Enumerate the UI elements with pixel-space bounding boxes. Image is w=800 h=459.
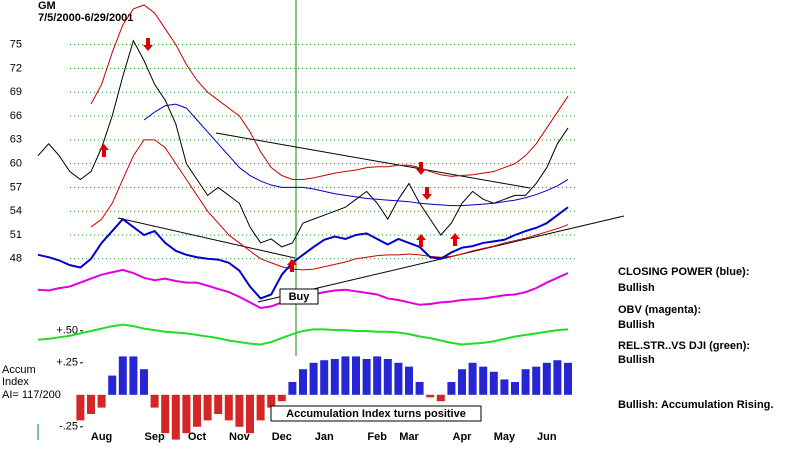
x-tick-label: Oct <box>188 431 207 443</box>
bar <box>489 371 498 395</box>
series-line <box>37 206 569 300</box>
bar <box>171 394 180 440</box>
bar <box>436 394 445 402</box>
bar <box>288 382 297 395</box>
bar <box>521 369 530 395</box>
bar <box>447 382 456 395</box>
bar <box>532 366 541 395</box>
indicator-label: OBV (magenta): <box>618 304 701 316</box>
y-tick-label: 63 <box>10 134 22 146</box>
series-line <box>143 103 569 207</box>
signal-arrows <box>99 38 460 272</box>
trend-lines <box>117 132 625 303</box>
bar <box>468 362 477 395</box>
bar <box>224 394 233 421</box>
y-tick-label: 60 <box>10 158 22 170</box>
annotation: Accumulation Index turns positive <box>286 408 466 420</box>
y-tick-label: -.25 <box>59 421 78 433</box>
bar <box>383 358 392 395</box>
bar <box>553 360 562 395</box>
bar <box>309 362 318 395</box>
y-tick-label: 69 <box>10 86 22 98</box>
y-tick-label: 75 <box>10 39 22 51</box>
chart-title: GM <box>38 0 56 12</box>
x-tick-label: Apr <box>453 431 473 443</box>
bar <box>246 394 254 434</box>
bar <box>214 394 223 414</box>
bar <box>129 356 138 395</box>
ai-label: AI= 117/200 <box>2 389 61 401</box>
y-tick-label: 48 <box>10 253 22 265</box>
bar <box>320 360 329 395</box>
x-tick-label: Feb <box>367 431 387 443</box>
y-tick-label: 66 <box>10 110 22 122</box>
bar <box>256 394 265 421</box>
bar <box>161 394 170 434</box>
bar <box>373 356 382 395</box>
bar <box>267 394 276 408</box>
y-tick-label: +.25 <box>56 357 78 369</box>
bar <box>511 382 519 395</box>
bar <box>203 394 212 421</box>
bar <box>500 379 509 395</box>
bar <box>330 358 339 395</box>
indicator-label: CLOSING POWER (blue): <box>618 266 749 278</box>
series-line <box>90 4 569 180</box>
indicator-status: Bullish <box>618 282 655 294</box>
bar <box>182 394 191 434</box>
x-tick-label: Dec <box>272 431 292 443</box>
indicator-status: Bullish <box>618 319 655 331</box>
bar <box>564 362 572 395</box>
y-tick-label: 54 <box>10 205 22 217</box>
bar <box>542 362 551 395</box>
bar <box>76 394 85 421</box>
bar <box>277 394 286 402</box>
bar <box>479 366 488 395</box>
x-tick-label: Mar <box>399 431 419 443</box>
y-tick-label: +.50 <box>56 325 78 337</box>
panel-label: Accum <box>2 364 36 376</box>
bar <box>405 366 413 395</box>
bar <box>108 375 117 395</box>
y-tick-label: 72 <box>10 62 22 74</box>
bar <box>352 356 360 395</box>
buy-box <box>279 288 319 305</box>
indicator-label: REL.STR..VS DJI (green): <box>618 340 750 352</box>
annotation: Buy <box>289 291 311 303</box>
bar <box>97 394 106 408</box>
bar <box>87 394 95 414</box>
bar <box>362 358 371 395</box>
bar <box>235 394 244 427</box>
panel-label: Index <box>2 376 29 388</box>
bar <box>458 369 466 395</box>
indicator-status: Bullish <box>618 354 655 366</box>
bar <box>150 394 159 408</box>
y-tick-label: 51 <box>10 229 22 241</box>
bar <box>193 394 201 427</box>
series-line <box>37 39 569 248</box>
annotation-box <box>270 405 482 422</box>
y-tick-label: 57 <box>10 181 22 193</box>
series-line <box>37 323 569 346</box>
bar <box>341 356 350 395</box>
bar <box>140 369 148 395</box>
x-tick-label: Sep <box>145 431 165 443</box>
bar <box>299 369 307 395</box>
x-tick-label: Jun <box>537 431 557 443</box>
x-tick-label: Aug <box>91 431 112 443</box>
bar <box>415 382 424 395</box>
x-tick-label: Jan <box>315 431 334 443</box>
bar <box>118 356 127 395</box>
bar <box>394 362 403 395</box>
bar <box>426 394 435 398</box>
chart-subtitle: 7/5/2000-6/29/2001 <box>38 12 133 24</box>
x-tick-label: May <box>494 431 516 443</box>
series-line <box>90 139 569 271</box>
x-tick-label: Nov <box>229 431 251 443</box>
summary: Bullish: Accumulation Rising. <box>618 399 773 411</box>
